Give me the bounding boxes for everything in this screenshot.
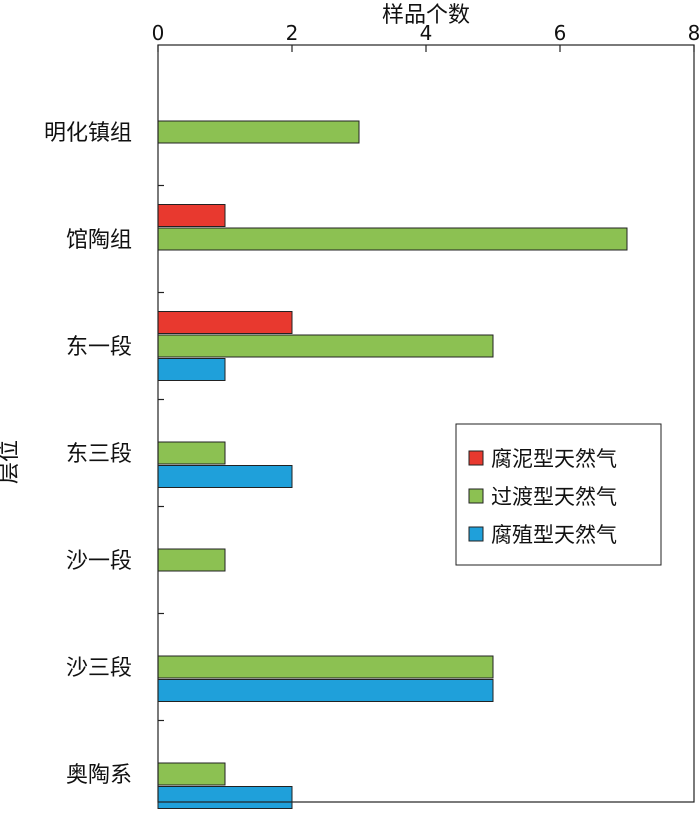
bar	[157, 786, 293, 809]
bar	[157, 548, 226, 572]
bar	[157, 311, 293, 334]
legend-swatch	[468, 450, 484, 466]
legend-swatch	[468, 488, 484, 504]
x-tick-label: 6	[554, 21, 567, 45]
bar	[157, 762, 226, 786]
category-label: 东三段	[66, 442, 132, 467]
category-label: 奥陶系	[66, 763, 132, 788]
bar	[157, 465, 293, 488]
legend-label: 腐泥型天然气	[491, 447, 617, 471]
bar	[157, 204, 226, 227]
plot-frame	[157, 44, 695, 803]
bar	[157, 120, 360, 144]
category-label: 馆陶组	[66, 228, 132, 253]
x-tick-label: 2	[286, 21, 299, 45]
bars	[157, 120, 628, 809]
bar	[157, 227, 628, 251]
bar	[157, 679, 494, 702]
x-tick-label: 4	[420, 21, 433, 45]
category-label: 沙一段	[66, 549, 132, 574]
legend-box	[455, 423, 662, 566]
bar	[157, 334, 494, 358]
category-label: 明化镇组	[44, 121, 132, 146]
bar	[157, 358, 226, 381]
x-tick-label: 0	[152, 21, 165, 45]
bar	[157, 655, 494, 679]
category-label: 东一段	[66, 335, 132, 360]
x-axis-title: 样品个数	[382, 3, 470, 28]
legend-label: 过渡型天然气	[491, 485, 617, 509]
legend-swatch	[468, 526, 484, 542]
legend-label: 腐殖型天然气	[491, 523, 617, 547]
bar	[157, 441, 226, 465]
y-axis-title: 层位	[0, 440, 22, 484]
category-label: 沙三段	[66, 656, 132, 681]
x-tick-label: 8	[688, 21, 700, 45]
